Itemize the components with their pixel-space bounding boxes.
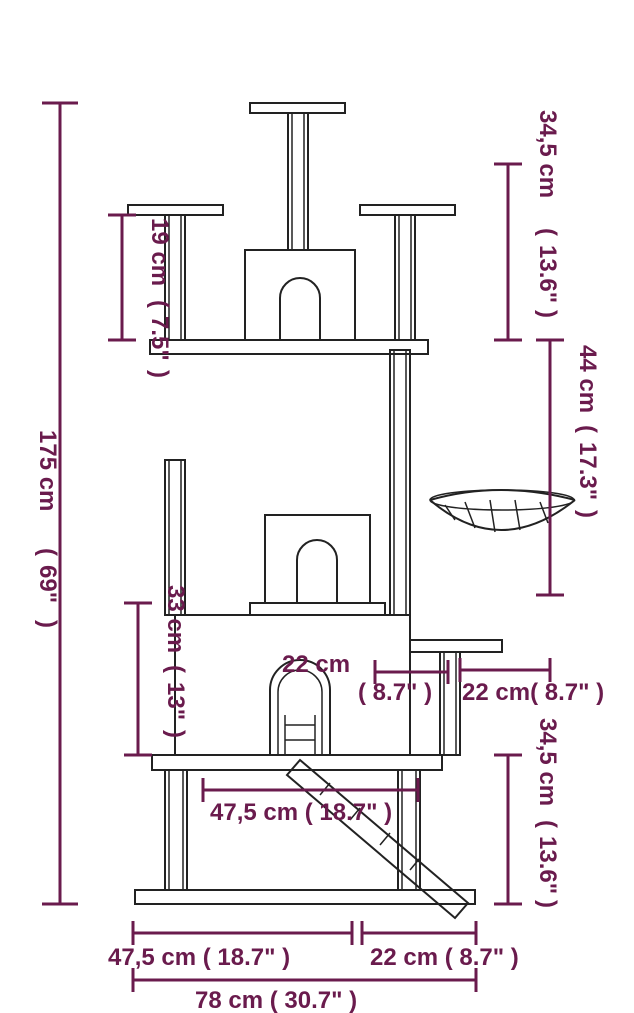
upper-platform — [150, 340, 428, 354]
svg-text:(: ( — [534, 820, 561, 828]
ramp — [287, 760, 468, 918]
svg-text:13.6": 13.6" — [534, 245, 561, 303]
svg-text:22 cm ( 8.7" ): 22 cm ( 8.7" ) — [370, 944, 519, 971]
svg-text:7.5": 7.5" — [146, 316, 173, 361]
svg-text:33 cm: 33 cm — [162, 585, 189, 653]
svg-text:34,5 cm: 34,5 cm — [534, 718, 561, 806]
svg-text:22 cm: 22 cm — [282, 651, 350, 678]
dim-total-height-label: 175 cm — [34, 430, 61, 511]
dim-base-total: 78 cm ( 30.7" ) — [133, 968, 476, 1013]
dim-mid-left: 33 cm ( 13" ) — [124, 585, 189, 755]
svg-text:13.6": 13.6" — [534, 836, 561, 894]
svg-text:47,5 cm ( 18.7" ): 47,5 cm ( 18.7" ) — [210, 799, 392, 826]
dim-step-w: 22 cm ( 8.7" ) — [282, 651, 448, 706]
svg-text:(: ( — [534, 228, 561, 236]
svg-text:(: ( — [34, 548, 61, 556]
svg-text:): ) — [34, 620, 61, 628]
svg-text:(: ( — [162, 665, 189, 673]
svg-text:44 cm: 44 cm — [574, 345, 601, 413]
svg-text:69": 69" — [34, 565, 61, 603]
step-platform — [410, 640, 502, 652]
svg-text:): ) — [574, 510, 601, 518]
svg-text:): ) — [146, 370, 173, 378]
dim-plat-w: 47,5 cm ( 18.7" ) — [203, 778, 418, 826]
step-post — [440, 652, 460, 755]
upper-right-post — [395, 215, 415, 340]
svg-text:19 cm: 19 cm — [146, 218, 173, 286]
mid-condo — [265, 515, 370, 603]
svg-text:( 8.7" ): ( 8.7" ) — [358, 679, 432, 706]
condo-top-shelf — [250, 603, 385, 615]
svg-text:): ) — [162, 730, 189, 738]
dim-top-left: 19 cm ( 7.5" ) — [108, 215, 173, 378]
dim-top-right: 34,5 cm ( 13.6" ) — [494, 110, 561, 340]
dim-base-right: 22 cm ( 8.7" ) — [362, 921, 519, 971]
dim-right-mid: 44 cm ( 17.3" ) — [536, 340, 601, 595]
top-right-plat — [360, 205, 455, 215]
svg-text:17.3": 17.3" — [574, 442, 601, 500]
svg-text:): ) — [534, 900, 561, 908]
svg-text:22 cm( 8.7" ): 22 cm( 8.7" ) — [462, 679, 604, 706]
diagram-root: 175 cm ( 69" ) 19 cm ( 7.5" ) 33 cm ( 13… — [0, 0, 634, 1013]
top-center-plat — [250, 103, 345, 113]
dim-right-low: 34,5 cm ( 13.6" ) — [494, 718, 561, 908]
dim-base-left: 47,5 cm ( 18.7" ) — [108, 921, 352, 971]
svg-text:78 cm ( 30.7" ): 78 cm ( 30.7" ) — [195, 987, 357, 1013]
svg-text:(: ( — [574, 425, 601, 433]
dim-total-height: 175 cm ( 69" ) — [34, 103, 78, 904]
top-center-post — [288, 113, 308, 250]
upper-condo — [245, 250, 355, 340]
svg-text:): ) — [534, 310, 561, 318]
svg-text:(: ( — [146, 300, 173, 308]
hammock — [430, 490, 575, 532]
dim-step-w2: 22 cm( 8.7" ) — [460, 658, 604, 706]
mid-right-post — [390, 350, 410, 615]
svg-text:13": 13" — [162, 682, 189, 720]
svg-text:47,5 cm ( 18.7" ): 47,5 cm ( 18.7" ) — [108, 944, 290, 971]
top-left-plat — [128, 205, 223, 215]
svg-text:34,5 cm: 34,5 cm — [534, 110, 561, 198]
